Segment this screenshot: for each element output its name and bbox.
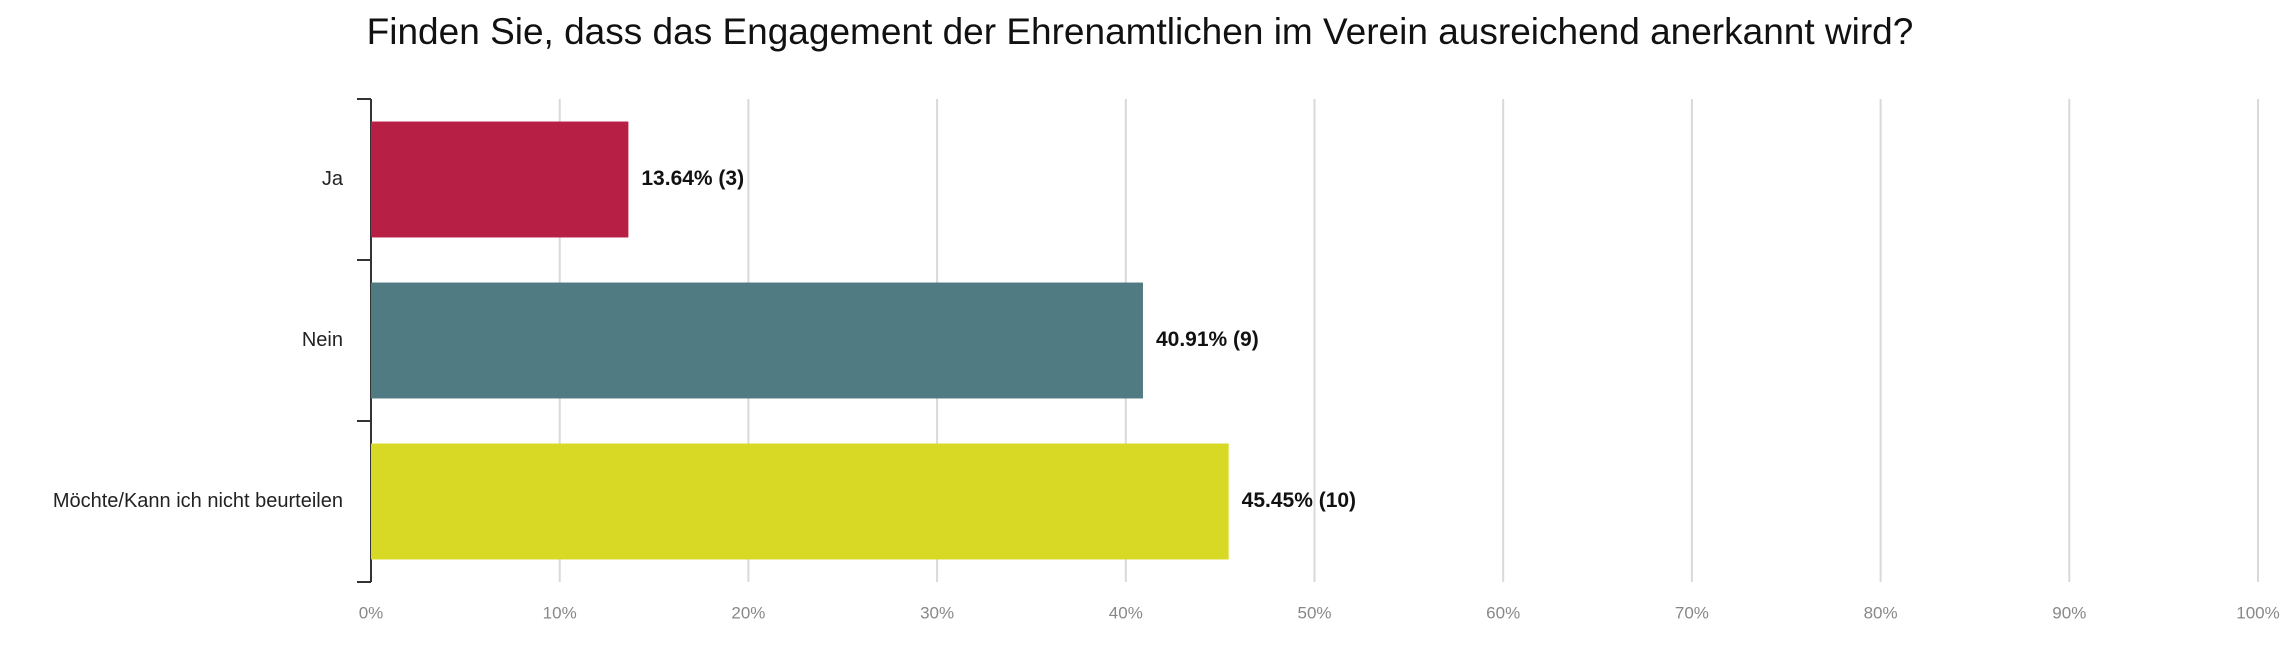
x-tick-label: 90%: [2052, 603, 2086, 622]
x-tick-label: 40%: [1109, 603, 1143, 622]
bar: [371, 443, 1229, 560]
x-tick-label: 30%: [920, 603, 954, 622]
data-label: 13.64% (3): [641, 167, 744, 190]
data-label: 45.45% (10): [1242, 489, 1356, 512]
x-tick-label: 70%: [1675, 603, 1709, 622]
x-tick-label: 100%: [2236, 603, 2279, 622]
x-tick-label: 10%: [543, 603, 577, 622]
y-tick-label: Möchte/Kann ich nicht beurteilen: [53, 490, 343, 512]
bar: [371, 282, 1143, 399]
x-tick-label: 50%: [1297, 603, 1331, 622]
bar: [371, 121, 629, 238]
x-tick-label: 20%: [731, 603, 765, 622]
chart-title: Finden Sie, dass das Engagement der Ehre…: [367, 11, 1914, 52]
y-tick-label: Ja: [322, 168, 344, 190]
x-tick-label: 80%: [1864, 603, 1898, 622]
y-tick-label: Nein: [302, 329, 343, 351]
x-tick-label: 60%: [1486, 603, 1520, 622]
data-label: 40.91% (9): [1156, 328, 1259, 351]
x-tick-label: 0%: [359, 603, 384, 622]
